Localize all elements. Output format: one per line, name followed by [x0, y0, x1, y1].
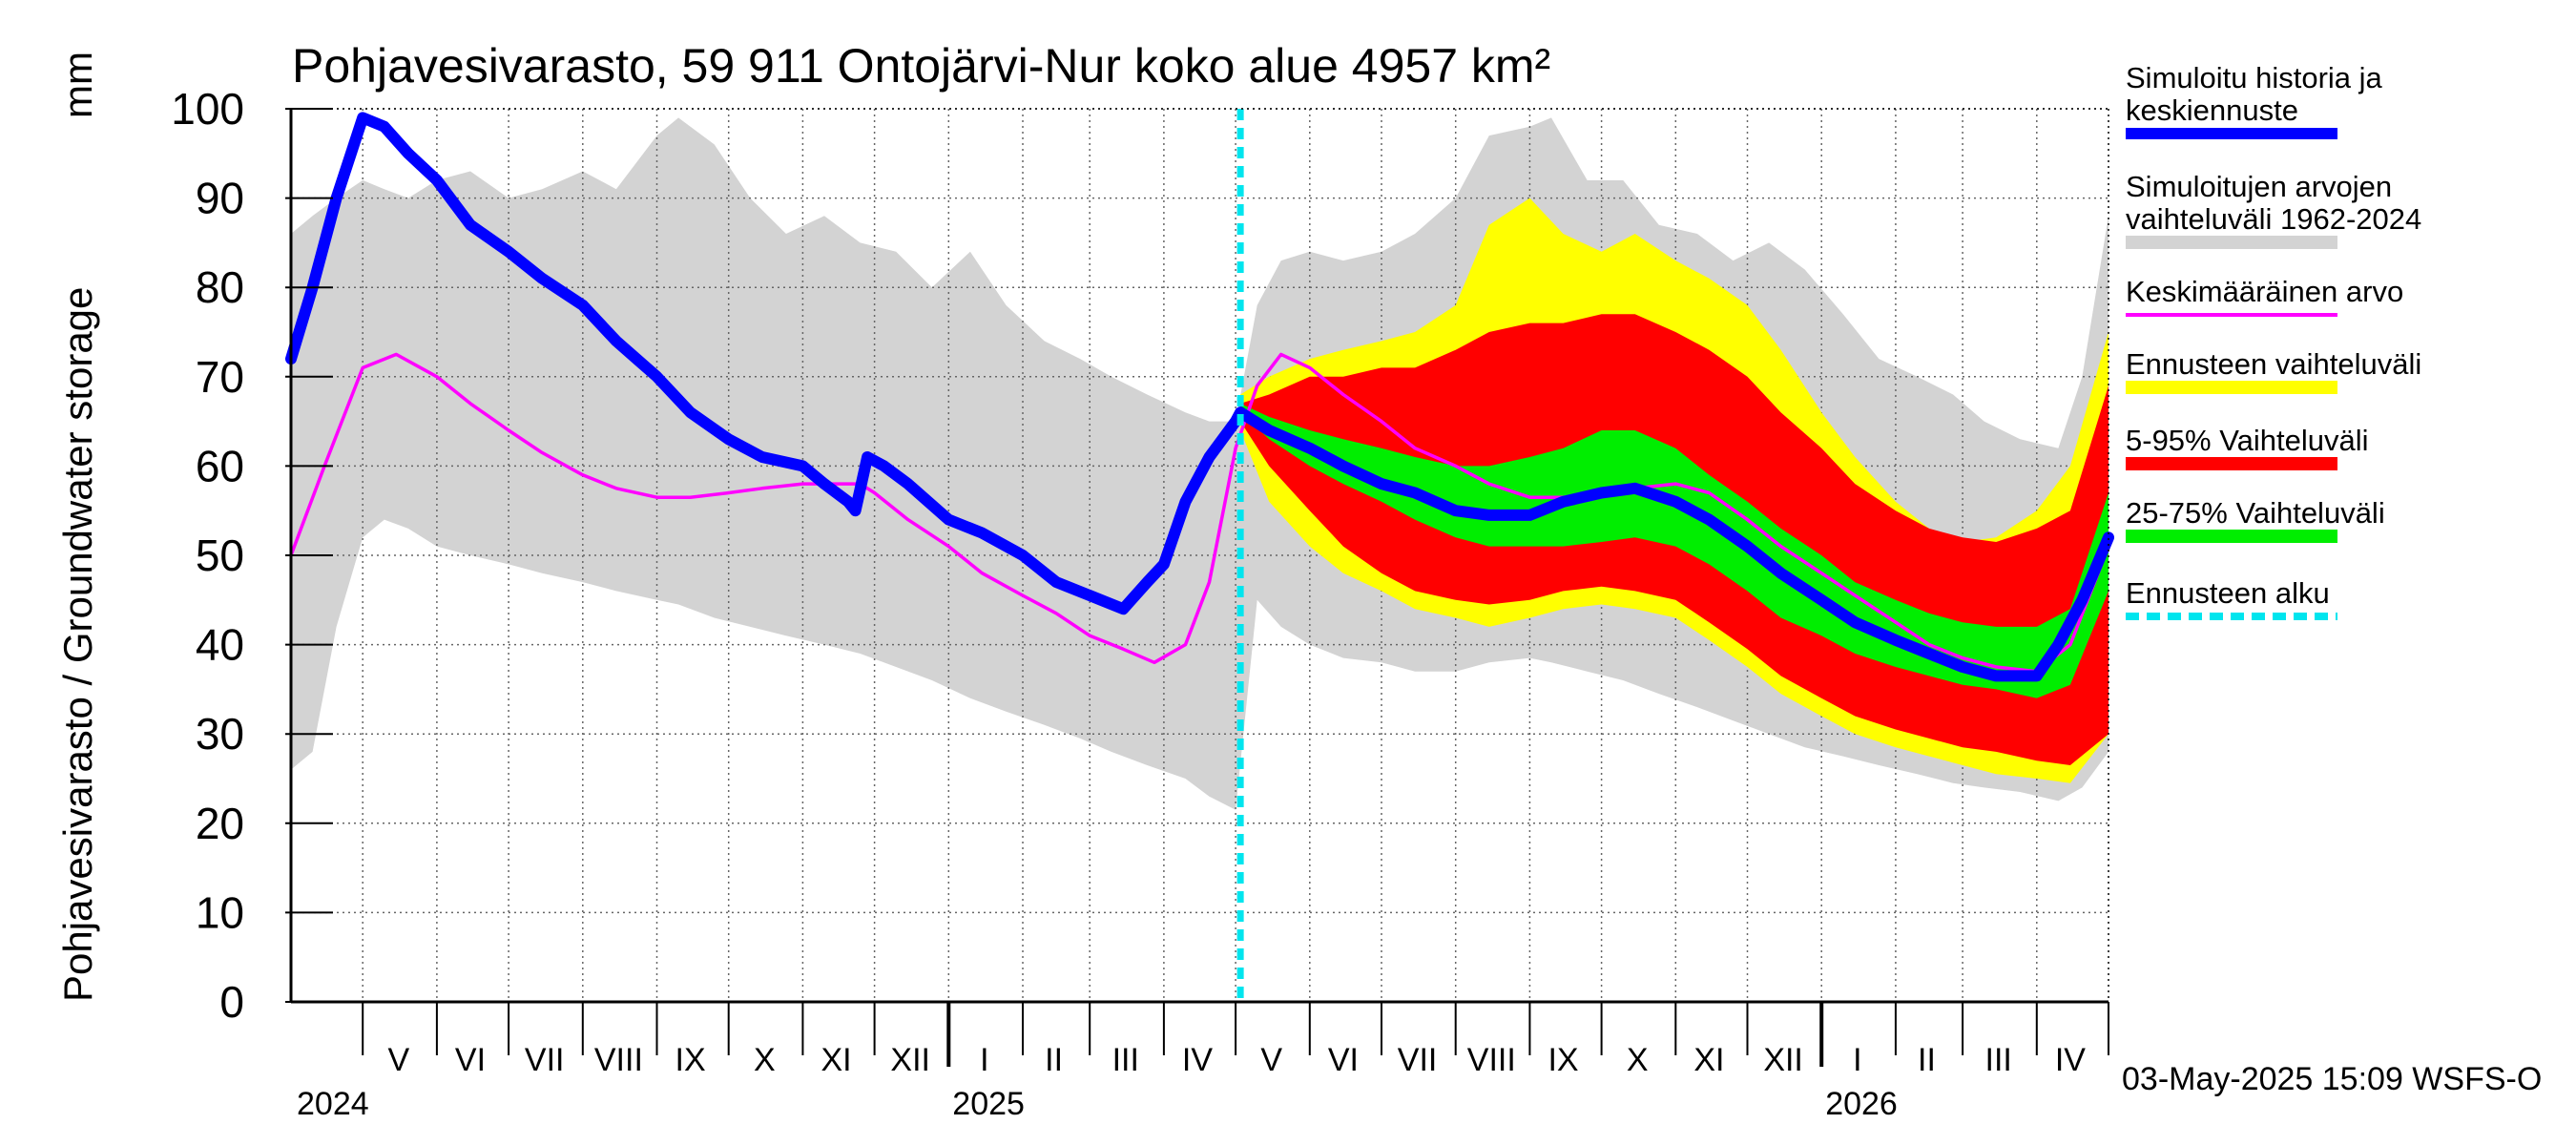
month-label: III [1985, 1042, 2012, 1078]
legend-swatch [2126, 313, 2337, 317]
year-label: 2024 [297, 1086, 369, 1122]
y-tick-label: 50 [196, 531, 244, 580]
month-label: VI [1328, 1042, 1359, 1078]
y-tick-label: 100 [171, 84, 244, 134]
legend-label: keskiennuste [2126, 94, 2298, 127]
year-label: 2026 [1825, 1086, 1898, 1122]
legend-label: Ennusteen alku [2126, 576, 2330, 610]
y-axis-unit: mm [55, 52, 100, 118]
y-tick-label: 90 [196, 174, 244, 223]
legend-swatch [2126, 530, 2337, 543]
month-label: XII [1763, 1042, 1803, 1078]
month-label: VI [455, 1042, 486, 1078]
footer-timestamp: 03-May-2025 15:09 WSFS-O [2122, 1061, 2542, 1097]
y-tick-label: 80 [196, 262, 244, 312]
simulated-median-line [285, 112, 2114, 682]
month-label: X [754, 1042, 776, 1078]
legend-swatch [2126, 128, 2337, 139]
y-tick-label: 30 [196, 709, 244, 759]
month-label: XII [890, 1042, 930, 1078]
y-tick-label: 70 [196, 352, 244, 402]
legend-swatch [2126, 381, 2337, 394]
y-tick-label: 40 [196, 620, 244, 670]
legend-label: Ennusteen vaihteluväli [2126, 347, 2421, 381]
legend-label: Keskimääräinen arvo [2126, 275, 2403, 308]
chart-title: Pohjavesivarasto, 59 911 Ontojärvi-Nur k… [292, 39, 1550, 93]
p25-75-band [1240, 403, 2109, 698]
legend-label: Simuloitujen arvojen [2126, 170, 2392, 203]
month-label: I [980, 1042, 988, 1078]
y-axis-label: Pohjavesivarasto / Groundwater storage [55, 287, 100, 1002]
month-label: IX [1548, 1042, 1578, 1078]
plot-area [285, 108, 2114, 1002]
month-label: VII [1398, 1042, 1438, 1078]
legend-swatch [2126, 236, 2337, 249]
month-label: XI [1693, 1042, 1724, 1078]
month-label: X [1627, 1042, 1649, 1078]
month-label: III [1112, 1042, 1139, 1078]
month-label: XI [821, 1042, 851, 1078]
legend-label: vaihteluväli 1962-2024 [2126, 202, 2421, 236]
legend-label: Simuloitu historia ja [2126, 61, 2383, 94]
y-tick-label: 0 [219, 977, 244, 1027]
y-tick-label: 20 [196, 799, 244, 848]
mean-line [289, 352, 2110, 674]
month-label: V [1260, 1042, 1282, 1078]
legend-swatch [2126, 457, 2337, 470]
month-label: VIII [594, 1042, 643, 1078]
month-label: II [1918, 1042, 1936, 1078]
month-label: V [387, 1042, 409, 1078]
month-label: IV [2055, 1042, 2086, 1078]
year-label: 2025 [952, 1086, 1025, 1122]
month-label: IV [1182, 1042, 1213, 1078]
y-tick-label: 10 [196, 887, 244, 937]
legend-label: 25-75% Vaihteluväli [2126, 496, 2385, 530]
legend-label: 5-95% Vaihteluväli [2126, 424, 2368, 457]
month-label: IX [675, 1042, 706, 1078]
month-label: VIII [1467, 1042, 1516, 1078]
month-label: I [1853, 1042, 1861, 1078]
month-label: VII [525, 1042, 565, 1078]
month-label: II [1045, 1042, 1063, 1078]
y-tick-label: 60 [196, 441, 244, 490]
